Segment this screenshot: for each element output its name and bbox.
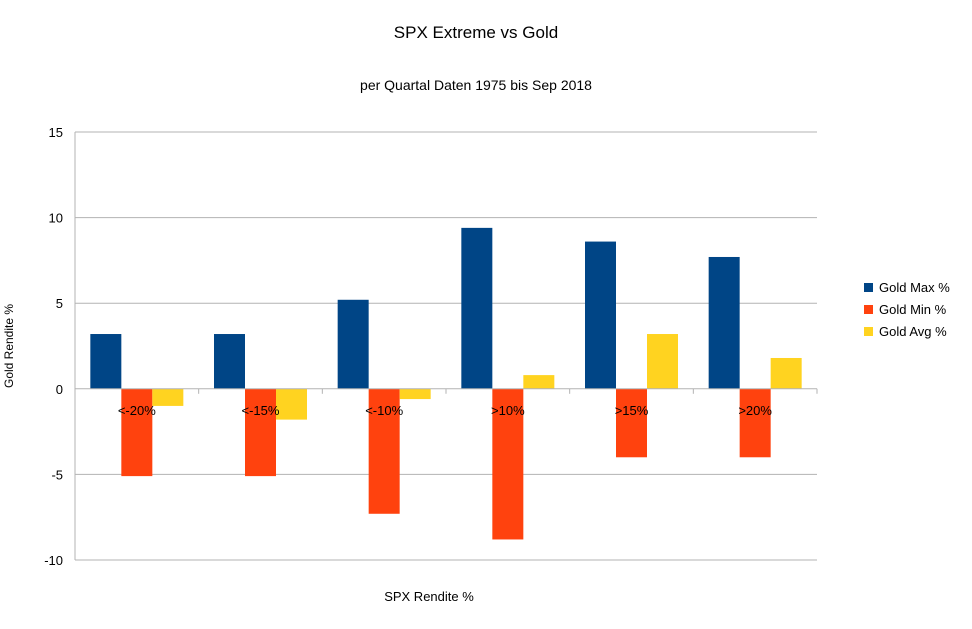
bar-gold-min xyxy=(616,388,647,458)
chart-title: SPX Extreme vs Gold xyxy=(394,23,558,42)
bar-gold-avg xyxy=(152,388,184,406)
bar-gold-min xyxy=(245,388,276,477)
axes xyxy=(74,132,818,560)
y-tick-label: 15 xyxy=(49,125,63,140)
bar-gold-min xyxy=(121,388,153,477)
legend-swatch xyxy=(864,305,873,314)
category-label: >10% xyxy=(491,403,525,418)
legend: Gold Max % Gold Min % Gold Avg % xyxy=(864,280,950,339)
bar-gold-max xyxy=(461,227,493,389)
chart-subtitle: per Quartal Daten 1975 bis Sep 2018 xyxy=(360,77,592,93)
bars xyxy=(90,227,802,540)
category-label: <-10% xyxy=(365,403,403,418)
bar-gold-min xyxy=(739,388,771,458)
bar-gold-avg xyxy=(647,334,678,389)
legend-swatch xyxy=(864,283,873,292)
bar-gold-max xyxy=(90,334,122,389)
legend-label: Gold Avg % xyxy=(879,324,947,339)
y-tick-labels: -10 -5 0 5 10 15 xyxy=(44,125,63,568)
x-axis-label: SPX Rendite % xyxy=(384,589,474,604)
bar-gold-avg xyxy=(523,375,555,389)
category-labels: <-20% <-15% <-10% >10% >15% >20% xyxy=(118,403,773,418)
grid xyxy=(75,131,817,561)
y-tick-label: -5 xyxy=(51,467,63,482)
bar-gold-max xyxy=(708,256,740,389)
category-label: <-20% xyxy=(118,403,156,418)
legend-label: Gold Min % xyxy=(879,302,947,317)
category-label: >15% xyxy=(615,403,649,418)
bar-gold-max xyxy=(214,334,245,389)
bar-gold-avg xyxy=(770,357,802,389)
y-tick-label: 5 xyxy=(56,296,63,311)
bar-gold-min xyxy=(368,388,400,514)
bar-gold-max xyxy=(585,241,616,389)
y-tick-label: -10 xyxy=(44,553,63,568)
y-tick-label: 0 xyxy=(56,382,63,397)
y-tick-label: 10 xyxy=(49,211,63,226)
bar-gold-avg xyxy=(399,388,431,400)
bar-gold-min xyxy=(492,388,524,540)
legend-label: Gold Max % xyxy=(879,280,950,295)
y-axis-label: Gold Rendite % xyxy=(2,304,16,388)
legend-swatch xyxy=(864,327,873,336)
category-label: <-15% xyxy=(242,403,280,418)
category-label: >20% xyxy=(738,403,772,418)
bar-gold-avg xyxy=(276,388,307,420)
bar-gold-max xyxy=(337,299,369,389)
